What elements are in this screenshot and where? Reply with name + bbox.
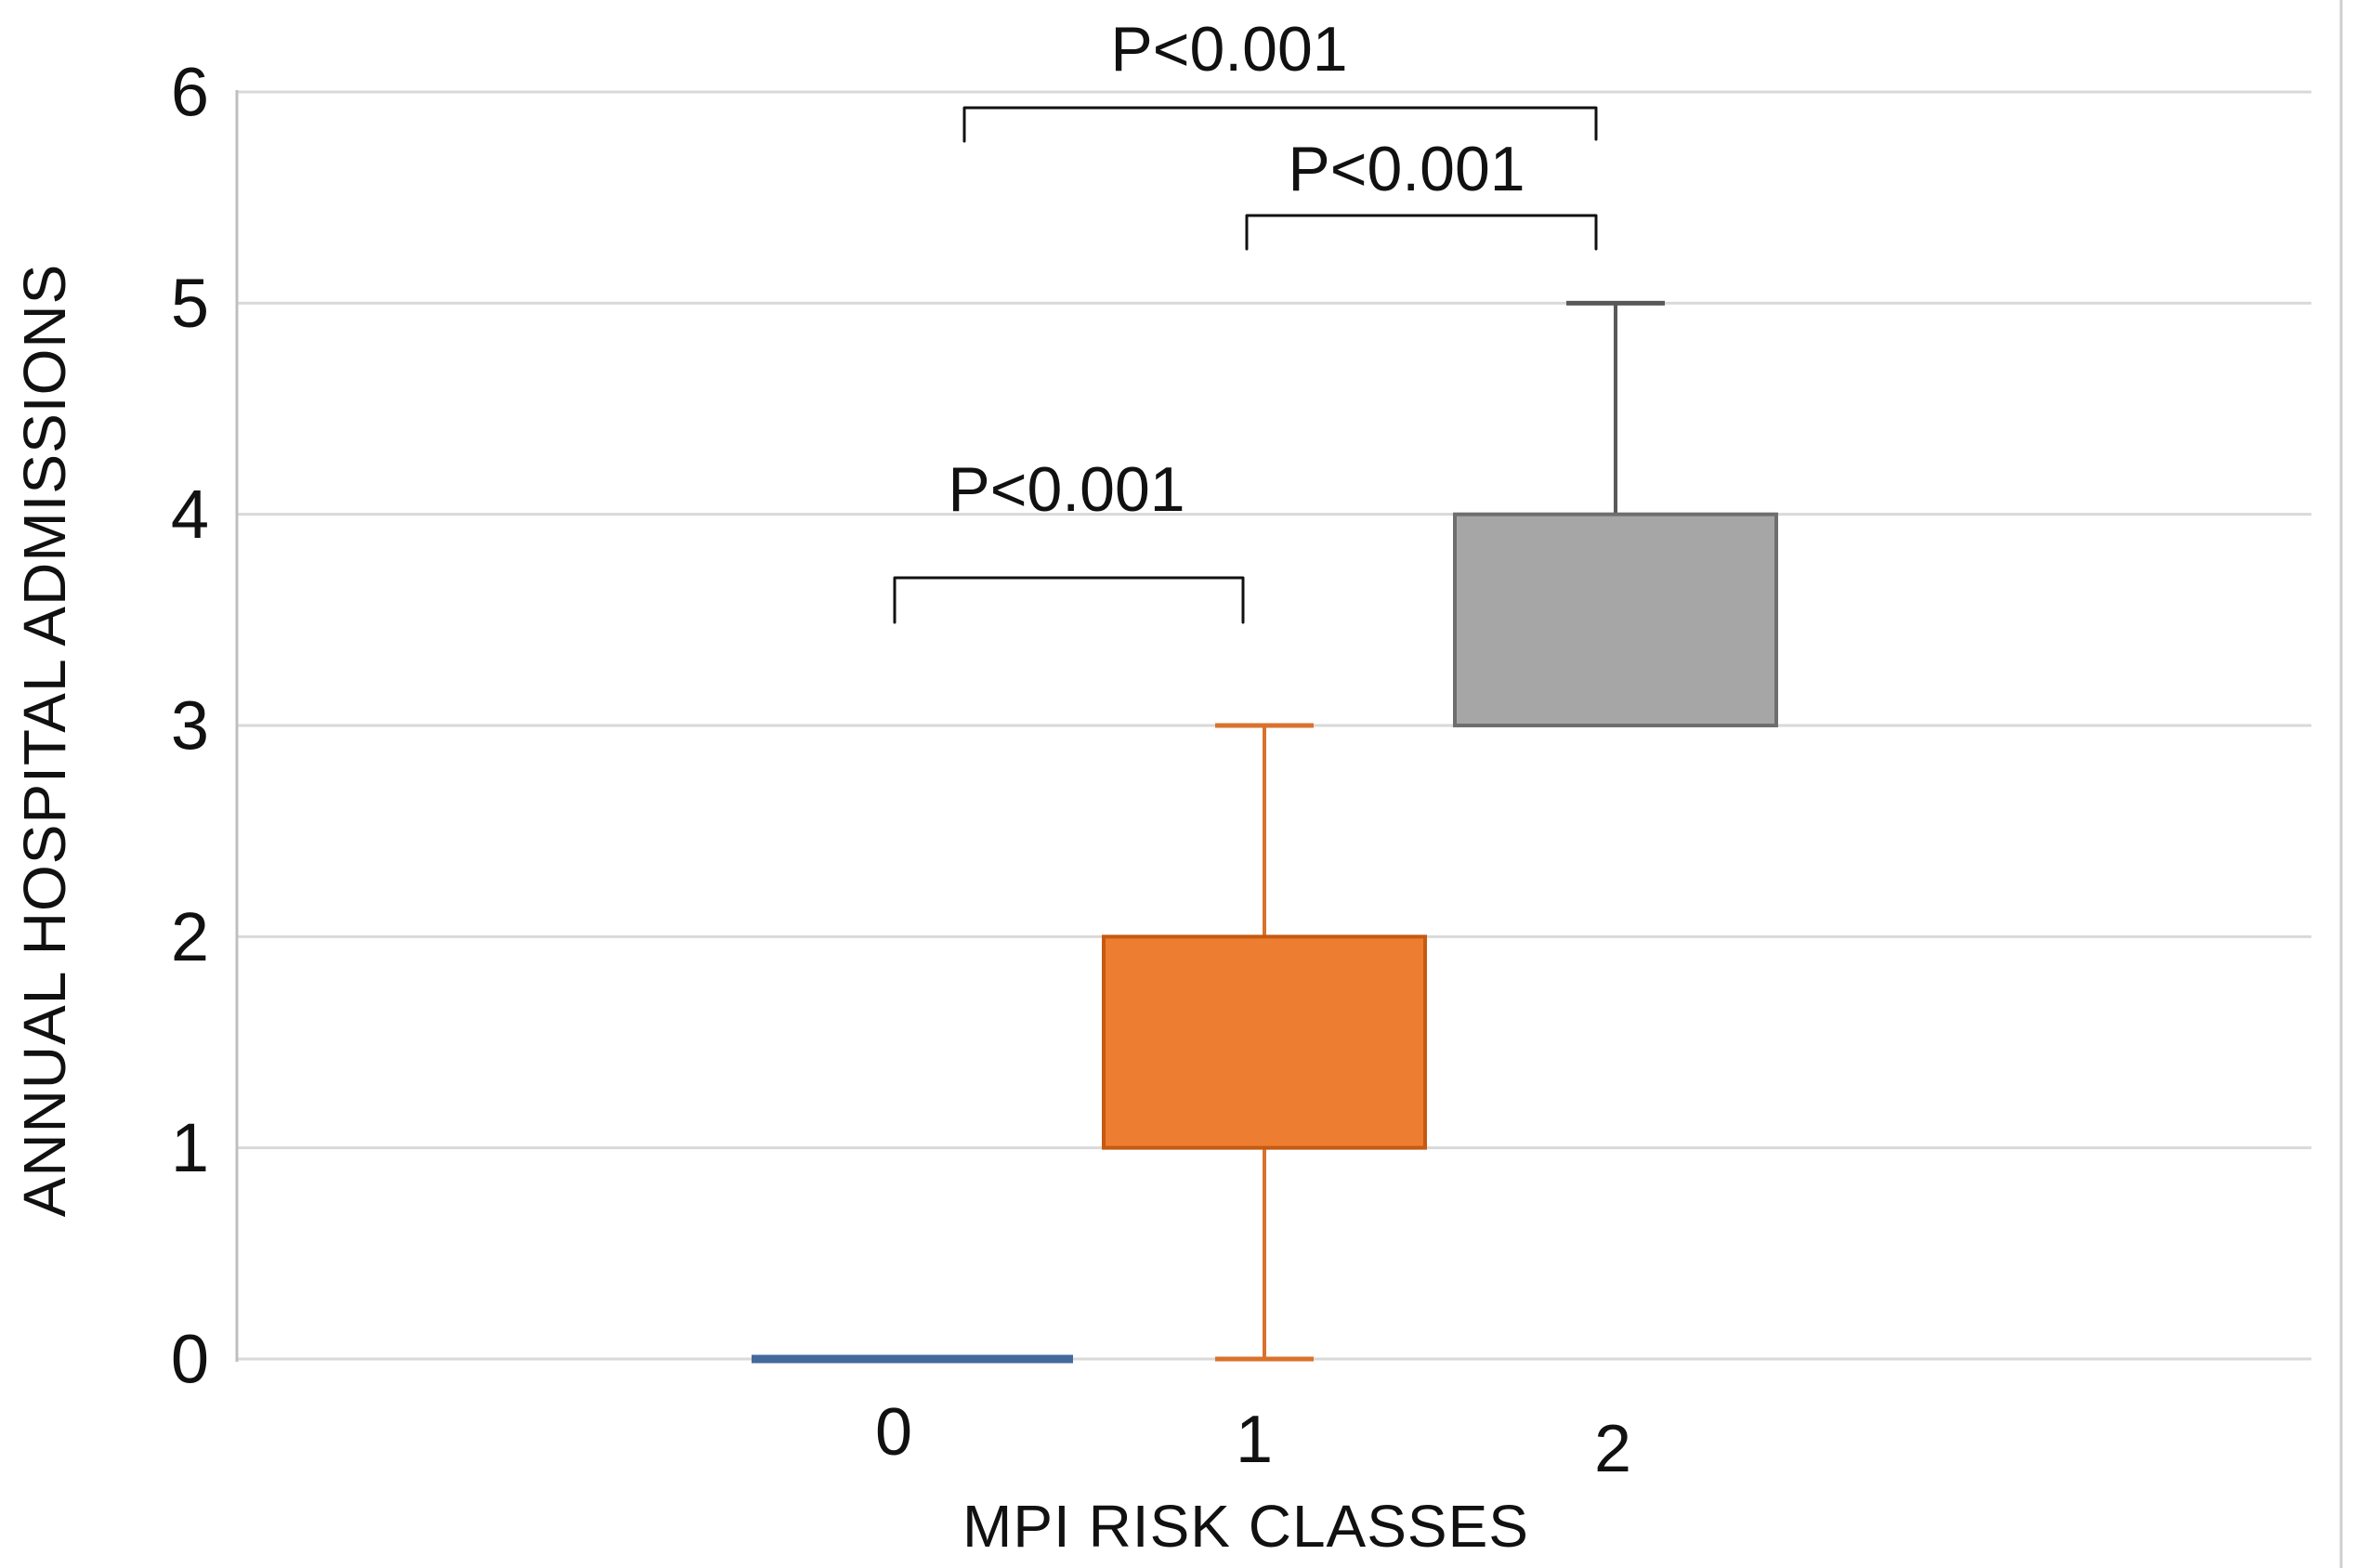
p-value-label: P<0.001: [1110, 14, 1347, 85]
y-tick-label: 5: [171, 265, 209, 342]
y-tick-label: 4: [171, 476, 209, 553]
y-tick-label: 3: [171, 687, 209, 764]
x-tick-label: 2: [1594, 1412, 1631, 1486]
y-tick-label: 2: [171, 898, 209, 975]
x-tick-label: 0: [875, 1395, 912, 1470]
y-tick-label: 1: [171, 1109, 209, 1186]
x-tick-label: 1: [1236, 1403, 1273, 1477]
box-class-0: [752, 1354, 1073, 1364]
p-value-label: P<0.001: [948, 454, 1184, 525]
significance-bracket: [962, 106, 1598, 143]
x-axis-title: MPI RISK CLASSES: [962, 1493, 1529, 1560]
box-class-2: [1453, 512, 1778, 728]
y-tick-label: 6: [171, 54, 209, 131]
significance-bracket: [893, 576, 1245, 624]
significance-bracket: [1245, 214, 1598, 251]
y-axis-title: ANNUAL HOSPITAL ADMISSIONS: [11, 263, 78, 1218]
box-class-1: [1102, 934, 1427, 1150]
p-value-label: P<0.001: [1288, 134, 1525, 204]
y-tick-label: 0: [171, 1321, 209, 1398]
